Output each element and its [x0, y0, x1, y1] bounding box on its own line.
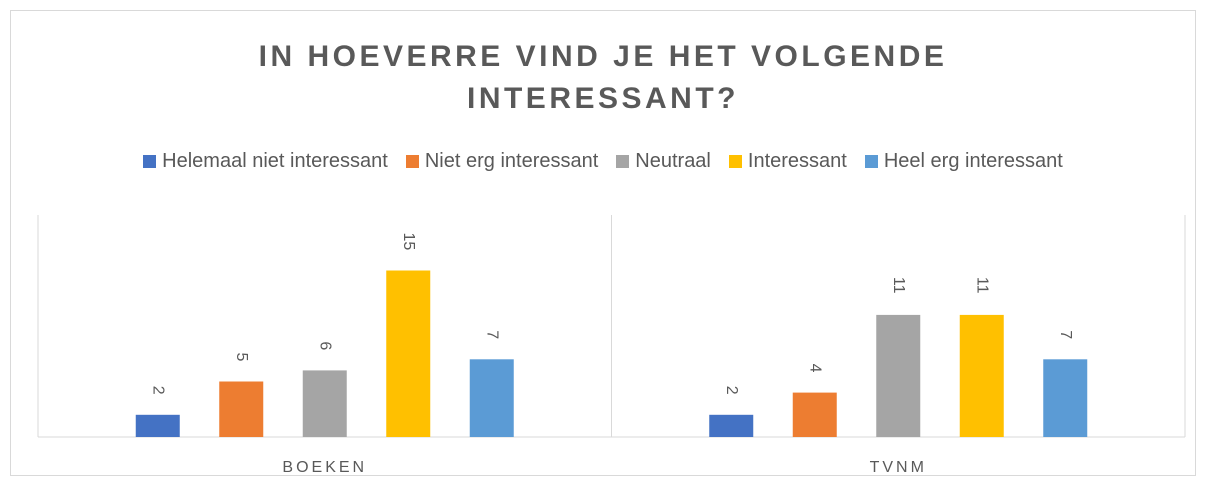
bar	[709, 414, 754, 437]
bar	[876, 314, 921, 437]
bar	[1043, 359, 1088, 437]
legend-swatch	[405, 155, 419, 168]
data-label: 15	[400, 233, 417, 251]
legend: Helemaal niet interessant Niet erg intere…	[0, 150, 1206, 173]
data-label: 2	[150, 386, 167, 395]
legend-label: Heel erg interessant	[883, 150, 1063, 172]
chart-border	[10, 10, 1196, 476]
data-label: 11	[890, 277, 907, 294]
legend-swatch	[864, 155, 878, 168]
bar	[302, 370, 347, 437]
legend-item: Helemaal niet interessant	[143, 150, 388, 173]
legend-label: Neutraal	[635, 150, 711, 172]
chart-title: IN HOEVERRE VIND JE HET VOLGENDE INTERES…	[258, 40, 948, 115]
legend-item: Niet erg interessant	[405, 150, 599, 173]
x-tick-label: BOEKEN	[282, 459, 367, 476]
data-label: 5	[233, 353, 250, 362]
legend-label: Interessant	[747, 150, 847, 172]
bar	[386, 270, 431, 437]
legend-swatch	[616, 155, 630, 168]
bar	[959, 314, 1004, 437]
data-label: 7	[1057, 330, 1074, 339]
legend-item: Neutraal	[616, 150, 711, 173]
data-label: 4	[807, 364, 824, 373]
legend-label: Helemaal niet interessant	[162, 150, 388, 172]
legend-swatch	[728, 155, 742, 168]
data-label: 2	[723, 386, 740, 395]
legend-label: Niet erg interessant	[424, 150, 599, 172]
x-tick-label: TVNM	[870, 459, 927, 476]
bar	[792, 392, 837, 437]
bar	[219, 381, 264, 437]
bar	[135, 414, 180, 437]
legend-item: Heel erg interessant	[864, 150, 1063, 173]
data-label: 11	[974, 277, 991, 294]
legend-swatch	[143, 155, 157, 168]
data-label: 6	[317, 341, 334, 350]
bar	[469, 359, 514, 437]
data-label: 7	[484, 330, 501, 339]
legend-item: Interessant	[728, 150, 847, 173]
